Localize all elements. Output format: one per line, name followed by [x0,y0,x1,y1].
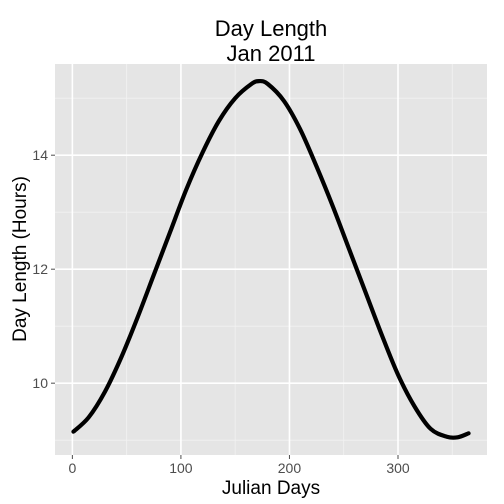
plot-panel [55,64,487,455]
series-layer [71,78,471,440]
x-tick-label: 300 [386,460,410,476]
chart-title-line-1: Day Length [215,16,328,41]
grid-minor [55,64,487,455]
grid-major [55,64,487,455]
y-tick-label: 12 [32,261,48,277]
y-tick-label: 14 [32,147,48,163]
y-tick-label: 10 [32,375,48,391]
x-tick-label: 100 [169,460,193,476]
x-tick-label: 200 [278,460,302,476]
y-axis-title: Day Length (Hours) [10,176,31,342]
x-axis-ticks: 0 100 200 300 [68,455,410,476]
y-axis-ticks: 10 12 14 [32,147,55,391]
chart-title-line-2: Jan 2011 [227,41,316,66]
x-tick-label: 0 [68,460,76,476]
day-length-line [71,78,471,440]
x-axis-title: Julian Days [222,478,320,499]
